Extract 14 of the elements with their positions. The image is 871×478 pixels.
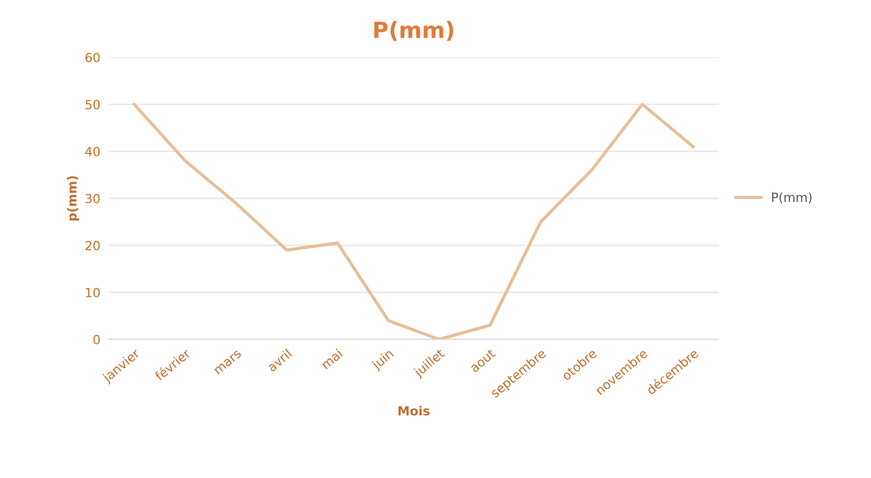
y-axis-title: p(mm) — [66, 176, 80, 221]
chart-title: P(mm) — [374, 21, 454, 41]
y-tick-label: 10 — [86, 288, 100, 298]
legend-label: P(mm) — [772, 192, 812, 204]
y-tick-label: 60 — [86, 52, 100, 62]
y-tick-label: 30 — [86, 194, 100, 204]
y-tick-label: 0 — [93, 334, 100, 344]
x-tick-label: juin — [370, 348, 396, 372]
y-tick-label: 40 — [85, 146, 100, 156]
x-axis-title: Mois — [398, 406, 430, 416]
line-series — [132, 102, 695, 340]
x-tick-label: mai — [320, 348, 343, 370]
y-tick-label: 20 — [86, 240, 100, 250]
y-tick-label: 50 — [86, 100, 100, 110]
